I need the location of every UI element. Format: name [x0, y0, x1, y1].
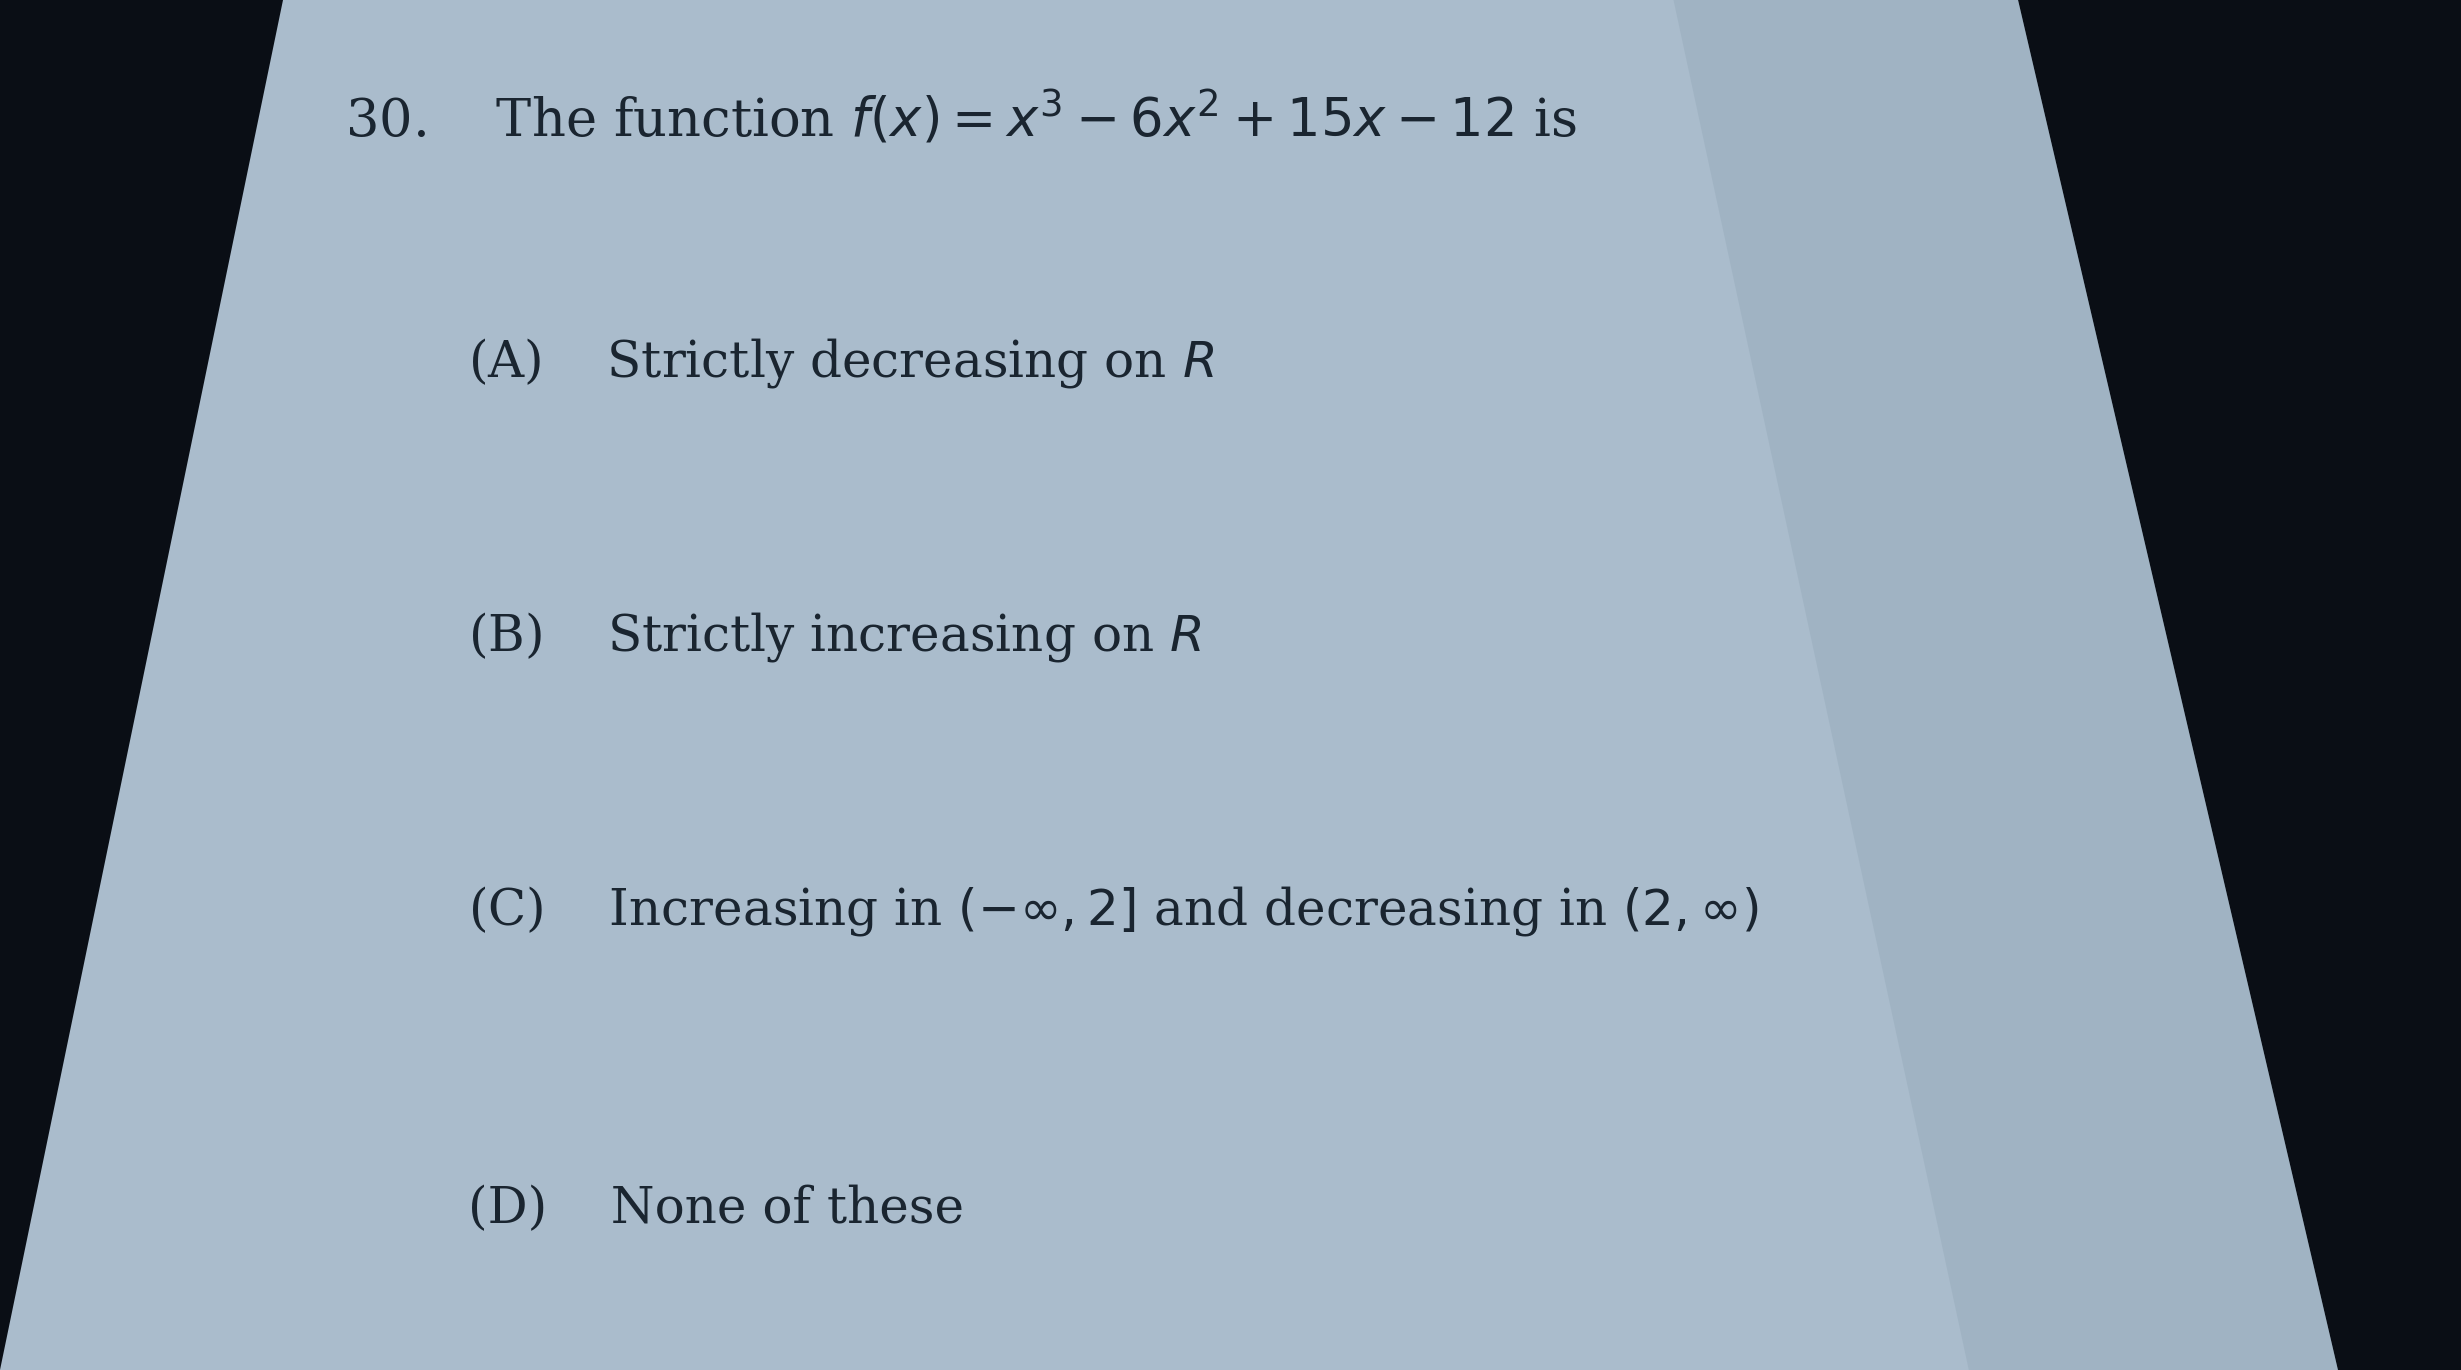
Polygon shape — [0, 0, 2338, 1370]
Text: (B)    Strictly increasing on $R$: (B) Strictly increasing on $R$ — [468, 610, 1201, 663]
Text: (C)    Increasing in $(-\infty,2]$ and decreasing in $(2,\infty)$: (C) Increasing in $(-\infty,2]$ and decr… — [468, 884, 1757, 937]
Text: (D)    None of these: (D) None of these — [468, 1185, 965, 1234]
Text: (A)    Strictly decreasing on $R$: (A) Strictly decreasing on $R$ — [468, 336, 1213, 389]
Polygon shape — [1673, 0, 2338, 1370]
Text: 30.    The function $f(x)=x^3-6x^2+15x-12$ is: 30. The function $f(x)=x^3-6x^2+15x-12$ … — [345, 89, 1578, 148]
